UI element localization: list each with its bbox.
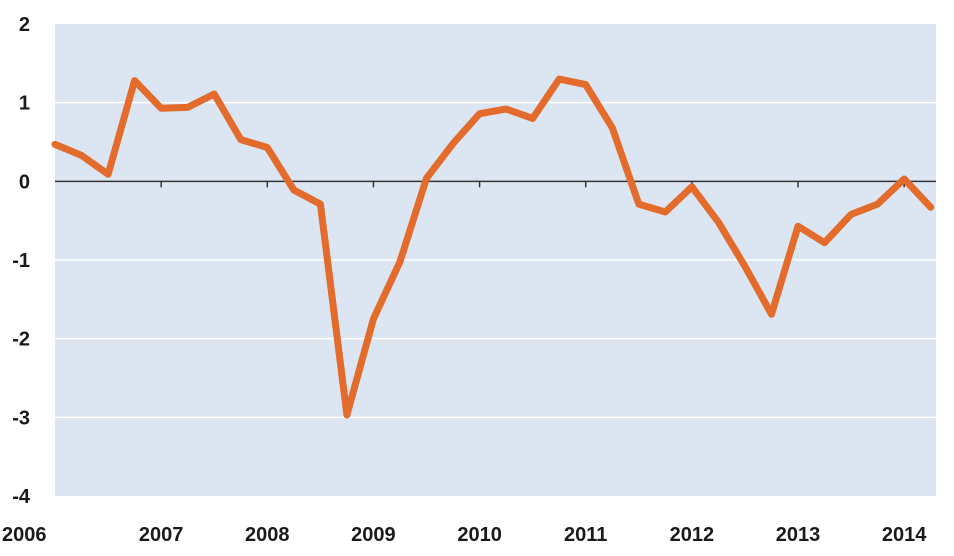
series-group [51,75,935,419]
x-tick-label: 2013 [776,524,821,546]
x-tick-label: 2014 [882,524,927,546]
x-tick-label: 2010 [457,524,502,546]
x-tick-label: 2012 [670,524,715,546]
y-tick-label: 2 [19,14,30,36]
x-tick-label: 2006 [2,524,47,546]
y-axis-ticks: 2 1 0 -1 -2 -3 -4 [12,14,31,508]
y-tick-label: -4 [12,486,31,508]
y-tick-label: -2 [12,329,30,351]
y-tick-label: -3 [12,407,30,429]
x-axis-ticks: 2006 2007 2008 2009 2010 2011 2012 2013 2014 [2,524,927,546]
x-tick-label: 2007 [139,524,184,546]
series-line [51,75,935,419]
x-tick-label: 2011 [564,524,607,546]
y-tick-label: 0 [19,171,30,193]
x-tick-label: 2009 [351,524,396,546]
y-tick-label: 1 [19,93,30,115]
x-tick-label: 2008 [245,524,290,546]
y-tick-label: -1 [12,250,30,272]
